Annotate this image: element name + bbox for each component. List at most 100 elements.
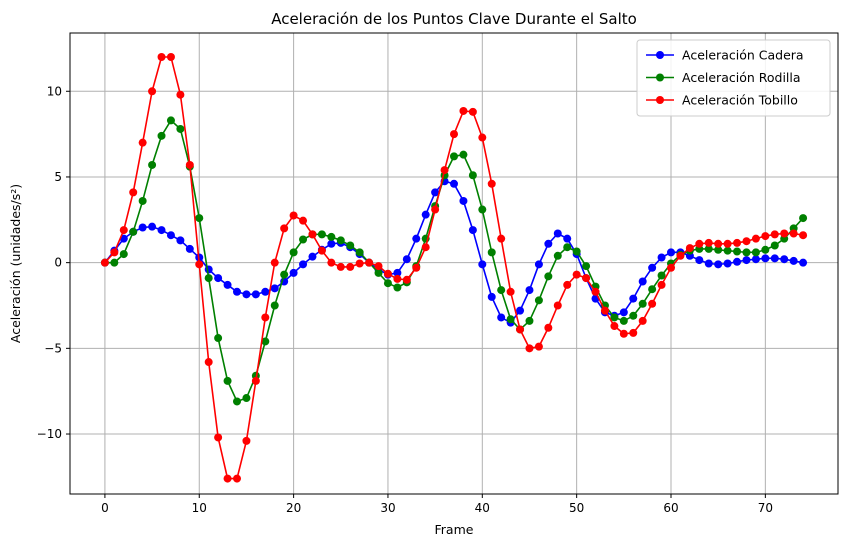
legend-item: Aceleración Rodilla [646,70,801,85]
data-point [119,250,128,259]
data-point [176,124,185,133]
data-point [751,248,760,257]
data-point [534,296,543,305]
data-point [214,334,223,343]
data-point [185,244,194,253]
data-point [270,258,279,267]
data-point [289,268,298,277]
legend-marker [656,96,664,104]
data-point [251,376,260,385]
data-point [223,474,232,483]
data-point [676,251,685,260]
data-point [383,279,392,288]
y-axis-label: Aceleración (unidades/s²) [8,184,23,343]
data-point [516,325,525,334]
data-point [751,234,760,243]
data-point [242,394,251,403]
data-point [440,166,449,175]
data-point [261,313,270,322]
data-point [667,248,676,257]
data-point [544,272,553,281]
data-point [657,280,666,289]
data-point [138,196,147,205]
data-point [412,234,421,243]
data-point [638,299,647,308]
data-point [214,274,223,283]
data-point [506,315,515,324]
data-point [563,280,572,289]
data-point [393,274,402,283]
data-point [525,286,534,295]
data-point [648,299,657,308]
data-point [459,106,468,115]
data-point [204,358,213,367]
data-point [534,260,543,269]
data-point [176,90,185,99]
data-point [487,179,496,188]
data-point [582,262,591,271]
data-point [733,238,742,247]
data-point [534,342,543,351]
data-point [648,285,657,294]
data-point [751,255,760,264]
data-point [374,262,383,271]
data-point [421,210,430,219]
data-point [280,270,289,279]
data-point [336,236,345,245]
data-point [336,262,345,271]
data-point [393,268,402,277]
data-point [157,131,166,140]
x-tick-label: 30 [380,501,395,515]
data-point [185,160,194,169]
data-point [610,322,619,331]
data-point [733,257,742,266]
data-point [770,241,779,250]
axis-ticks: 0 10 20 30 40 50 60 70 −10 −5 0 5 10 [37,84,773,515]
data-point [374,268,383,277]
data-point [657,253,666,262]
data-point [100,258,109,267]
data-point [478,205,487,214]
y-tick-label: −5 [44,341,62,355]
data-point [299,260,308,269]
data-point [450,152,458,161]
x-tick-label: 40 [475,501,490,515]
data-point [487,292,496,301]
data-point [402,255,411,264]
data-point [232,287,241,296]
data-point [600,306,609,315]
data-point [129,188,138,197]
data-point [723,246,732,255]
data-point [714,239,723,248]
legend-box [636,39,831,117]
data-point [619,308,628,317]
data-point [789,256,798,265]
data-point [166,231,175,240]
data-point [393,283,402,292]
data-point [289,211,298,220]
data-point [553,229,562,238]
legend-label: Aceleración Cadera [682,48,804,63]
data-point [685,244,694,253]
data-point [195,214,204,223]
data-point [723,239,732,248]
y-tick-label: 0 [54,256,62,270]
data-point [148,87,157,96]
data-point [119,226,128,235]
data-point [497,286,506,295]
data-point [704,244,713,253]
data-point [497,313,506,322]
data-point [799,231,808,240]
data-point [544,323,553,332]
data-point [214,433,223,442]
data-point [148,222,157,231]
data-point [176,236,185,245]
data-point [516,306,525,315]
data-point [638,277,647,286]
data-point [487,248,496,257]
x-tick-label: 20 [286,501,301,515]
data-point [761,245,770,254]
data-point [431,205,440,214]
data-point [799,258,808,267]
data-point [148,160,157,169]
